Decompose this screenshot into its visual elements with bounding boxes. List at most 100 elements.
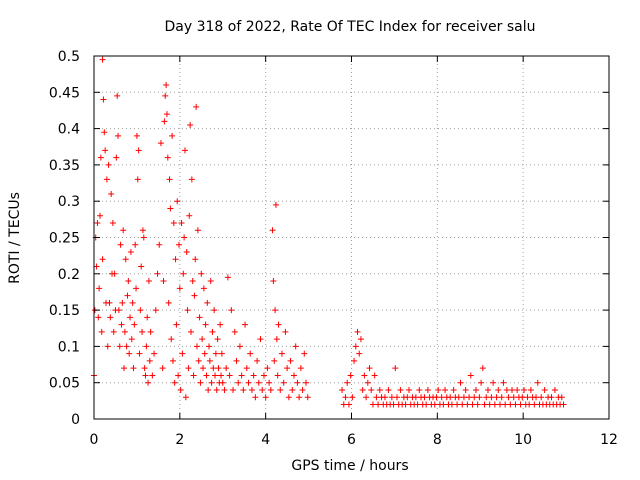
data-point xyxy=(210,365,217,372)
data-point xyxy=(440,401,447,408)
data-point xyxy=(524,394,531,401)
data-point xyxy=(527,386,534,393)
data-point xyxy=(228,307,235,314)
data-point xyxy=(447,394,454,401)
data-point xyxy=(560,401,567,408)
data-points xyxy=(91,56,567,408)
data-point xyxy=(533,394,540,401)
data-point xyxy=(193,103,200,110)
data-point xyxy=(105,161,112,168)
data-point xyxy=(118,321,125,328)
data-point xyxy=(467,372,474,379)
data-point xyxy=(255,379,262,386)
data-point xyxy=(211,307,218,314)
data-point xyxy=(127,314,134,321)
data-point xyxy=(363,394,370,401)
data-point xyxy=(194,343,200,350)
data-point xyxy=(495,386,502,393)
data-point xyxy=(99,256,106,263)
data-point xyxy=(462,386,469,393)
data-point xyxy=(103,176,110,183)
data-point xyxy=(178,219,185,226)
data-point xyxy=(351,357,358,364)
data-point xyxy=(257,336,264,343)
data-point xyxy=(278,350,285,357)
data-point xyxy=(500,379,507,386)
data-point xyxy=(296,394,303,401)
data-point xyxy=(130,365,137,372)
data-point xyxy=(169,357,176,364)
data-point xyxy=(484,386,491,393)
data-point xyxy=(514,386,521,393)
data-point xyxy=(510,394,517,401)
data-point xyxy=(369,401,376,408)
data-point xyxy=(197,379,204,386)
data-point xyxy=(149,372,156,379)
data-point xyxy=(138,263,145,270)
x-tick-label: 12 xyxy=(600,432,618,448)
data-point xyxy=(223,365,230,372)
data-point xyxy=(517,401,524,408)
data-point xyxy=(450,386,457,393)
data-point xyxy=(139,328,146,335)
y-tick-label: 0.3 xyxy=(58,194,80,210)
data-point xyxy=(238,372,245,379)
data-point xyxy=(188,176,195,183)
y-tick-label: 0.4 xyxy=(58,122,80,138)
data-point xyxy=(97,154,104,161)
data-point xyxy=(490,379,497,386)
data-point xyxy=(173,321,180,328)
data-point xyxy=(347,372,354,379)
axis-ticks xyxy=(93,55,610,420)
data-point xyxy=(123,343,130,350)
data-point xyxy=(219,379,226,386)
data-point xyxy=(95,314,102,321)
data-point xyxy=(385,386,392,393)
data-point xyxy=(184,307,191,314)
data-point xyxy=(233,357,240,364)
data-point xyxy=(294,379,301,386)
data-point xyxy=(531,401,538,408)
data-point xyxy=(131,321,138,328)
data-point xyxy=(345,401,352,408)
data-point xyxy=(111,270,118,277)
data-point xyxy=(230,386,237,393)
y-tick-label: 0.1 xyxy=(58,339,80,355)
data-point xyxy=(236,343,243,350)
data-point xyxy=(115,132,122,139)
data-point xyxy=(175,372,182,379)
data-point xyxy=(270,278,277,285)
data-point xyxy=(534,379,541,386)
data-point xyxy=(264,365,271,372)
data-point xyxy=(393,394,400,401)
data-point xyxy=(273,336,280,343)
data-point xyxy=(159,365,166,372)
data-point xyxy=(141,365,148,372)
chart-title: Day 318 of 2022, Rate Of TEC Index for r… xyxy=(164,19,535,35)
data-point xyxy=(195,357,202,364)
data-point xyxy=(182,394,189,401)
data-point xyxy=(466,394,473,401)
data-point xyxy=(235,379,242,386)
data-point xyxy=(442,386,449,393)
data-point xyxy=(454,401,461,408)
data-point xyxy=(357,336,364,343)
data-point xyxy=(496,401,503,408)
data-point xyxy=(126,350,133,357)
data-point xyxy=(272,201,279,208)
data-point xyxy=(479,365,486,372)
data-point xyxy=(259,386,266,393)
data-point xyxy=(104,343,111,350)
data-point xyxy=(472,386,479,393)
data-point xyxy=(478,379,485,386)
data-point xyxy=(204,299,211,306)
data-point xyxy=(250,372,257,379)
data-point xyxy=(538,394,545,401)
data-point xyxy=(519,394,526,401)
data-point xyxy=(218,372,225,379)
x-tick-label: 4 xyxy=(261,432,270,448)
data-point xyxy=(483,394,490,401)
grid xyxy=(94,56,609,419)
data-point xyxy=(186,212,193,219)
data-point xyxy=(297,365,304,372)
